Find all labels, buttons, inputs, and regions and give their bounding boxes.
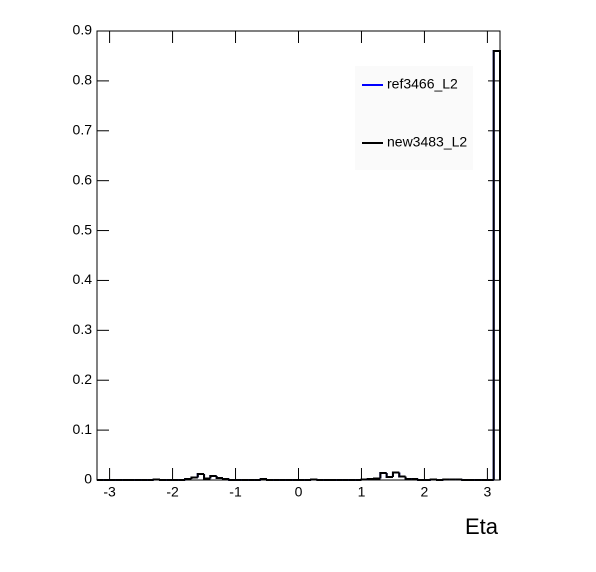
histogram-bin [203,474,211,480]
y-tick-label: 0.8 [73,72,93,88]
y-tick-label: 0.5 [73,221,93,237]
x-tick-label: -1 [229,484,242,500]
histogram-bin [398,472,406,478]
y-tick-label: 0.7 [73,121,93,137]
histogram-bin [391,471,400,478]
histogram-bin [492,49,501,480]
y-tick-label: 0.3 [73,321,93,337]
x-axis-label: Eta [465,514,499,539]
histogram-bin [196,473,205,478]
histogram-bin [404,476,412,481]
histogram-bin [417,479,425,481]
legend-label: ref3466_L2 [387,76,458,92]
histogram-bin [221,478,230,481]
y-tick-label: 0.6 [73,171,93,187]
y-tick-label: 0.9 [73,22,93,38]
y-tick-label: 0.4 [73,271,93,287]
x-tick-label: -3 [103,484,116,500]
histogram-bin [379,472,387,479]
histogram-bin [266,479,274,481]
x-tick-label: 3 [484,484,492,500]
x-tick-label: 1 [358,484,366,500]
x-tick-label: -2 [166,484,179,500]
histogram-bin [228,479,236,481]
histogram-bin [190,476,198,480]
y-tick-label: 0.1 [73,421,93,437]
y-tick-label: 0.2 [73,371,93,387]
legend-label: new3483_L2 [387,134,467,150]
y-tick-label: 0 [84,471,92,487]
histogram-bin [259,478,268,481]
histogram-bin [209,475,217,479]
histogram-bin [215,476,223,480]
x-tick-label: 0 [295,484,303,500]
legend-box [355,66,473,170]
histogram-bin [385,473,393,479]
histogram-bin [184,478,192,481]
x-tick-label: 2 [421,484,429,500]
